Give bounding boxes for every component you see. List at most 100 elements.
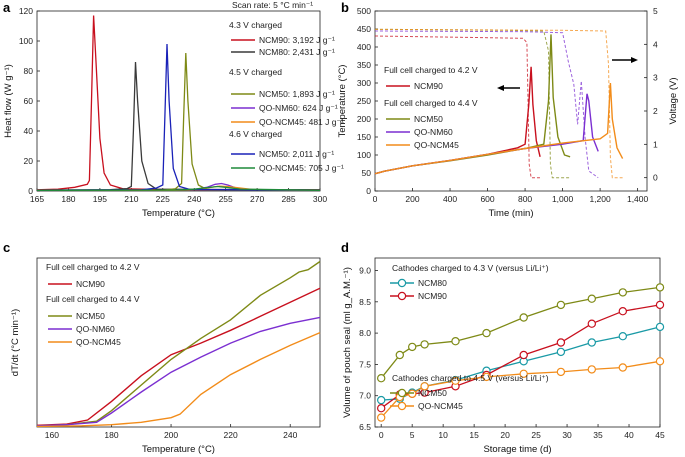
panel-a-xtick-label: 255 [219, 194, 233, 204]
panel-d-data-point [618, 288, 628, 297]
panel-c-group-title: Full cell charged to 4.2 V [46, 262, 140, 272]
panel-b-ytick-label: 50 [362, 168, 372, 178]
panel-d-series-line [380, 286, 661, 379]
panel-a-xtick-label: 180 [61, 194, 75, 204]
panel-d-QO-NCM45-legend-marker [397, 401, 407, 411]
panel-a-QO-NCM45-legend-label: QO-NCM45: 705 J g⁻¹ [259, 163, 344, 173]
panel-b-xtick-label: 1,200 [589, 194, 611, 204]
panel-letter-a: a [3, 0, 11, 15]
panel-d-data-point [556, 300, 566, 310]
panel-b-y2tick-label: 3 [653, 73, 658, 83]
panel-b-ytick-label: 300 [357, 78, 371, 88]
panel-b-group-title: Full cell charged to 4.4 V [384, 98, 478, 108]
panel-c-group-title: Full cell charged to 4.4 V [46, 294, 140, 304]
panel-d-group-title: Cathodes charged to 4.5 V (versus Li/Li⁺… [392, 373, 549, 383]
panel-b-y2tick-label: 0 [653, 173, 658, 183]
panel-d-data-point [655, 300, 665, 310]
panel-a-ytick-label: 100 [19, 36, 33, 46]
panel-d-xtick-label: 20 [500, 430, 510, 440]
panel-d-ytick-label: 6.5 [359, 422, 371, 432]
panel-b-ytick-label: 200 [357, 114, 371, 124]
panel-d-data-point [408, 389, 417, 398]
panel-c-xtick-label: 240 [283, 430, 297, 440]
panel-a-xtick-label: 285 [281, 194, 295, 204]
panel-d-data-point [377, 395, 386, 405]
panel-b-ytick-label: 0 [366, 186, 371, 196]
panel-d-xtick-label: 15 [469, 430, 479, 440]
panel-a-series-line [36, 43, 321, 191]
panel-a-y-axis-title: Heat flow (W g⁻¹) [3, 64, 14, 138]
panel-d-data-point [408, 342, 417, 352]
panel-a-xtick-label: 270 [250, 194, 264, 204]
panel-d-NCM90-legend-marker [397, 291, 407, 301]
panel-c-frame [36, 257, 321, 428]
panel-a-ytick-label: 120 [19, 6, 33, 16]
panel-c-series-line [36, 331, 321, 428]
panel-b-ytick-label: 400 [357, 42, 371, 52]
panel-letter-d: d [341, 240, 349, 255]
panel-d-group-title: Cathodes charged to 4.3 V (versus Li/Li⁺… [392, 263, 549, 273]
panel-a-xtick-label: 225 [156, 194, 170, 204]
panel-d-data-point [377, 374, 386, 383]
panel-d-data-point [395, 350, 404, 360]
panel-d-data-point [587, 319, 597, 328]
panel-d-xtick-label: 30 [562, 430, 572, 440]
panel-b-QO-NCM45-legend-label: QO-NCM45 [414, 140, 459, 150]
panel-b-xtick-label: 1,000 [552, 194, 574, 204]
panel-d-xtick-label: 5 [410, 430, 415, 440]
panel-b-y-axis-title: Temperature (°C) [337, 65, 348, 138]
panel-c-series-line [36, 260, 321, 427]
panel-a-ytick-label: 60 [24, 96, 34, 106]
panel-b-ytick-label: 350 [357, 60, 371, 70]
panel-c-series-line [36, 287, 321, 426]
panel-d-QO-NCM45-legend-label: QO-NCM45 [418, 401, 463, 411]
panel-b-ytick-label: 500 [357, 6, 371, 16]
panel-c-QO-NCM45-legend-label: QO-NCM45 [76, 337, 121, 347]
panel-a-ytick-label: 20 [24, 156, 34, 166]
panel-a-NCM90-legend-label: NCM90: 3,192 J g⁻¹ [259, 35, 335, 45]
panel-d-data-point [482, 328, 491, 338]
panel-letter-b: b [341, 0, 349, 15]
panel-b-xtick-label: 200 [405, 194, 419, 204]
panel-b-arrow-right-head [631, 57, 638, 63]
panel-b-temperature-line [374, 66, 541, 175]
panel-c-xtick-label: 160 [45, 430, 59, 440]
panel-b-arrow-left-head [497, 85, 504, 91]
panel-a-ytick-label: 0 [28, 186, 33, 196]
panel-a: a 165 180 195 210 225 240 255 270 285 300 0 20 40 60 80… [3, 0, 344, 219]
panel-d-data-point [451, 337, 460, 346]
panel-d-data-point [377, 413, 386, 422]
panel-a-xtick-label: 195 [93, 194, 107, 204]
panel-c: c 160 180 200 220 240 Temperature (°C) dT/dt (°… [3, 240, 321, 455]
panel-d-xtick-label: 45 [655, 430, 665, 440]
panel-d-data-point [618, 307, 628, 316]
panel-c-series-line [36, 316, 321, 427]
panel-b-y2tick-label: 2 [653, 106, 658, 116]
panel-d-ytick-label: 7.5 [359, 359, 371, 369]
panel-b-xtick-label: 1,400 [627, 194, 649, 204]
panel-b-right-y-axis-title: Voltage (V) [668, 78, 679, 125]
panel-c-x-axis-title: Temperature (°C) [142, 444, 215, 455]
panel-b-xtick-label: 0 [373, 194, 378, 204]
panel-d-x-axis-title: Storage time (d) [483, 444, 551, 455]
panel-b-xtick-label: 800 [518, 194, 532, 204]
panel-d-data-point [587, 365, 597, 374]
panel-a-QO-NCM45-legend-label: QO-NCM45: 481 J g⁻¹ [259, 117, 344, 127]
panel-b-NCM50-legend-label: NCM50 [414, 114, 443, 124]
panel-d-data-point [519, 369, 528, 378]
panel-d-NCM80-legend-label: NCM80 [418, 278, 447, 288]
panel-a-QO-NM60-legend-label: QO-NM60: 624 J g⁻¹ [259, 103, 338, 113]
panel-b-voltage-line [374, 35, 541, 179]
panel-b-y2tick-label: 1 [653, 139, 658, 149]
panel-d-data-point [556, 367, 566, 377]
panel-c-y-axis-title: dT/dt (°C min⁻¹) [10, 309, 21, 376]
panel-a-xtick-label: 300 [313, 194, 327, 204]
panel-d-y-axis-title: Volume of pouch seal (ml g_A.M.⁻¹) [342, 267, 353, 418]
panel-d-ytick-label: 9.0 [359, 266, 371, 276]
panel-b-xtick-label: 600 [480, 194, 494, 204]
panel-b-x-axis-title: Time (min) [488, 208, 533, 219]
panel-a-group-title: 4.3 V charged [229, 20, 282, 30]
panel-a-series-line [36, 61, 321, 191]
panel-d-data-point [420, 340, 429, 349]
